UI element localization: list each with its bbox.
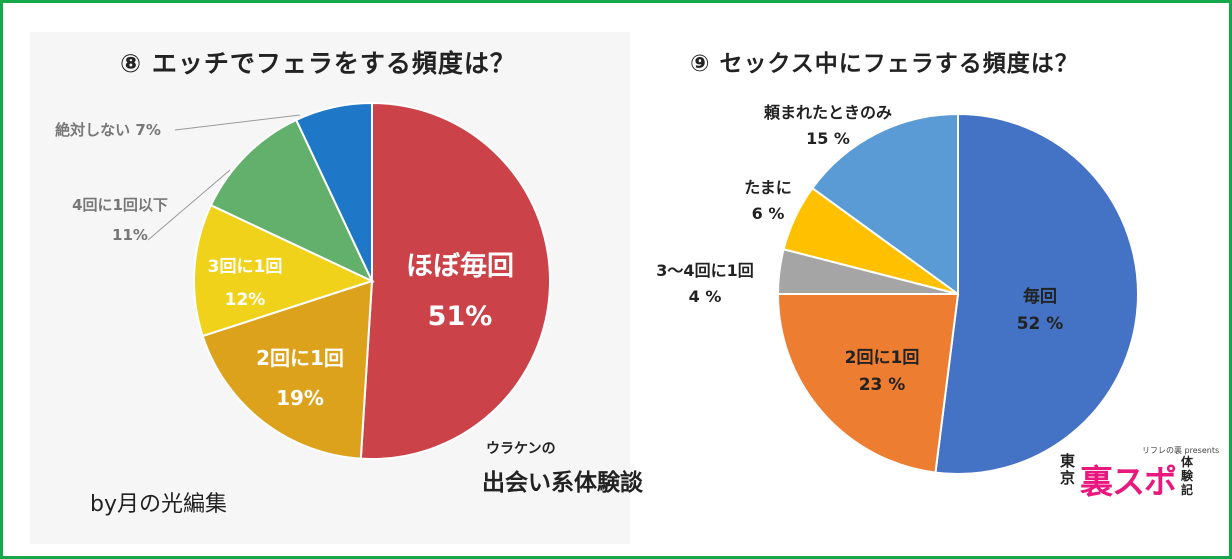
- slice-label-1-4: 頼まれたときのみ: [764, 103, 892, 122]
- leader-line-0-4: [174, 114, 301, 131]
- branding-title: 出会い系体験談: [482, 470, 643, 496]
- slice-label-1-0: 毎回: [1023, 286, 1057, 307]
- slice-value-1-2: 4 %: [689, 287, 722, 306]
- slice-value-0-3: 11%: [112, 226, 148, 244]
- slice-value-0-1: 19%: [276, 386, 324, 410]
- pie-slice-1-0: [934, 112, 1139, 475]
- ura-spo-logo: リフレの裏 presents 東京 裏スポ 体験記: [1060, 445, 1219, 505]
- slice-value-0-4: 7%: [130, 121, 161, 139]
- right-chart-title: ⑨ セックス中にフェラする頻度は？: [690, 51, 1079, 77]
- credit-text: by月の光編集: [90, 492, 227, 517]
- slice-label-1-1: 2回に1回: [845, 348, 920, 368]
- logo-main-text: 裏スポ: [1080, 462, 1177, 501]
- logo-tokyo-text: 東京: [1060, 452, 1076, 487]
- slice-label-0-0: ほぼ毎回: [406, 251, 514, 282]
- leader-line-0-3: [147, 169, 231, 241]
- slice-label-0-2: 3回に1回: [208, 257, 283, 277]
- pie-slice-0-2: [193, 203, 375, 338]
- slice-label-0-1: 2回に1回: [256, 346, 344, 370]
- pie-slice-1-4: [810, 112, 959, 296]
- branding-small-text: ウラケンの: [486, 441, 556, 457]
- slice-label-0-4: 絶対しない 7%: [55, 121, 161, 139]
- slice-label-1-2: 3～4回に1回: [656, 261, 753, 280]
- pie-slice-0-1: [201, 279, 374, 460]
- logo-top-text: リフレの裏 presents: [1142, 446, 1220, 455]
- slice-value-1-0: 52 %: [1017, 314, 1064, 334]
- slice-label-1-3: たまに: [744, 178, 792, 197]
- slice-value-1-3: 6 %: [752, 204, 785, 223]
- slice-value-1-1: 23 %: [859, 375, 906, 395]
- slice-label-0-3: 4回に1回以下: [72, 196, 168, 214]
- slice-value-0-2: 12%: [225, 290, 266, 310]
- slice-value-1-4: 15 %: [806, 129, 850, 148]
- logo-side-text: 体験記: [1181, 455, 1194, 497]
- pie-slice-0-4: [294, 101, 373, 282]
- pie-slice-1-1: [776, 293, 960, 474]
- slice-value-0-0: 51%: [428, 301, 493, 332]
- pie-slice-0-0: [359, 101, 551, 460]
- pie-slice-0-3: [209, 118, 375, 284]
- left-chart-title: ⑧ エッチでフェラをする頻度は？: [120, 49, 516, 78]
